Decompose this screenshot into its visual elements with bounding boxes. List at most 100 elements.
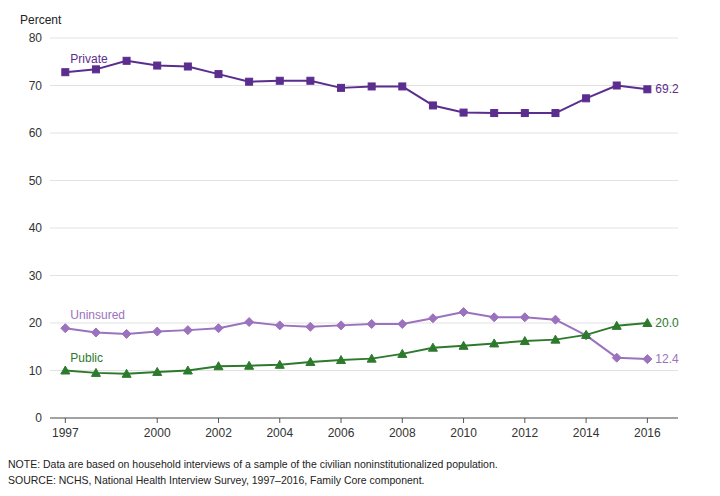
y-axis-label: Percent (20, 13, 62, 27)
point (122, 369, 131, 377)
point (183, 326, 192, 335)
note: SOURCE: NCHS, National Health Interview … (8, 474, 425, 486)
point (337, 356, 346, 364)
point (551, 335, 560, 343)
series-label: Public (70, 351, 103, 365)
note: NOTE: Data are based on household interv… (8, 458, 498, 470)
x-tick-label: 2002 (205, 426, 232, 440)
point (520, 313, 529, 322)
point (307, 77, 314, 84)
point (306, 322, 315, 331)
point (428, 314, 437, 323)
point (583, 95, 590, 102)
y-tick-label: 40 (29, 221, 43, 235)
point (644, 86, 651, 93)
point (275, 321, 284, 330)
y-tick-label: 10 (29, 364, 43, 378)
plot-area (61, 57, 652, 377)
x-tick (341, 418, 342, 423)
point (398, 349, 407, 357)
x-tick-label: 2008 (389, 426, 416, 440)
x-tick (157, 418, 158, 423)
x-tick (279, 418, 280, 423)
x-tick-label: 2012 (511, 426, 538, 440)
y-tick-label: 0 (35, 411, 42, 425)
point (551, 315, 560, 324)
background (0, 0, 720, 496)
point (582, 330, 591, 338)
point (245, 318, 254, 327)
point (398, 319, 407, 328)
y-tick-label: 80 (29, 31, 43, 45)
point (246, 78, 253, 85)
point (245, 361, 254, 369)
grid-line (50, 133, 678, 134)
point (520, 337, 529, 345)
point (460, 109, 467, 116)
point (459, 341, 468, 349)
point (612, 321, 621, 329)
series-label: Private (70, 52, 108, 66)
point (490, 339, 499, 347)
point (276, 77, 283, 84)
x-axis: 1997200020022004200620082010201220142016 (50, 418, 678, 440)
point (552, 110, 559, 117)
labels: Private69.2Uninsured12.4Public20.0 (70, 52, 679, 366)
x-tick-label: 2014 (573, 426, 600, 440)
x-tick (647, 418, 648, 423)
point (367, 319, 376, 328)
x-tick (463, 418, 464, 423)
y-tick-label: 50 (29, 174, 43, 188)
x-tick-label: 2000 (144, 426, 171, 440)
point (490, 313, 499, 322)
data-label: 69.2 (655, 82, 679, 96)
point (368, 83, 375, 90)
point (582, 331, 591, 340)
data-label: 12.4 (655, 352, 679, 366)
point (214, 324, 223, 333)
point (613, 82, 620, 89)
y-tick-label: 20 (29, 316, 43, 330)
point (367, 354, 376, 362)
x-tick-label: 1997 (52, 426, 79, 440)
y-axis: 0 10 20 30 40 50 60 70 80 (29, 31, 678, 425)
point (91, 328, 100, 337)
x-tick (402, 418, 403, 423)
x-tick (524, 418, 525, 423)
y-tick-label: 60 (29, 126, 43, 140)
grid-line (50, 38, 678, 39)
point (61, 324, 70, 333)
chart: 0 10 20 30 40 50 60 70 80 Percent 1997 2000 2002 2004… (0, 0, 720, 496)
point (215, 71, 222, 78)
grid-line (50, 418, 678, 419)
point (612, 353, 621, 362)
line (65, 61, 647, 113)
point (184, 63, 191, 70)
x-tick (65, 418, 66, 423)
y-tick-label: 30 (29, 269, 43, 283)
line (65, 323, 647, 374)
point (61, 366, 70, 374)
point (429, 102, 436, 109)
point (122, 329, 131, 338)
point (306, 357, 315, 365)
point (92, 66, 99, 73)
point (643, 319, 652, 327)
point (337, 321, 346, 330)
x-tick-label: 2004 (266, 426, 293, 440)
point (459, 308, 468, 317)
grid-line (50, 180, 678, 181)
y-tick-label: 70 (29, 79, 43, 93)
point (491, 110, 498, 117)
x-tick-label: 2016 (634, 426, 661, 440)
point (183, 366, 192, 374)
x-tick (218, 418, 219, 423)
series-label: Uninsured (70, 308, 125, 322)
point (91, 368, 100, 376)
x-axis-line (50, 418, 678, 419)
grid-line (50, 228, 678, 229)
point (214, 362, 223, 370)
point (62, 69, 69, 76)
point (428, 343, 437, 351)
x-tick (586, 418, 587, 423)
